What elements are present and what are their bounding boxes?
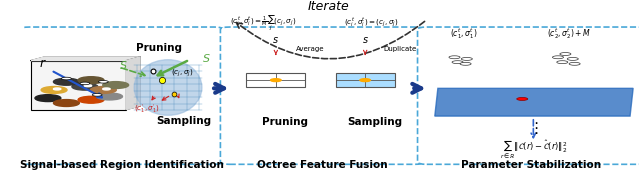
- Circle shape: [84, 85, 92, 87]
- Circle shape: [461, 57, 472, 60]
- Circle shape: [569, 62, 580, 65]
- Text: Pruning: Pruning: [136, 43, 182, 53]
- Circle shape: [560, 53, 571, 56]
- Circle shape: [97, 93, 122, 100]
- Circle shape: [80, 82, 90, 85]
- Polygon shape: [127, 57, 140, 110]
- Text: Iterate: Iterate: [307, 0, 349, 13]
- Text: $s$: $s$: [273, 35, 279, 45]
- Circle shape: [92, 94, 102, 96]
- Circle shape: [460, 62, 471, 65]
- Circle shape: [35, 95, 61, 102]
- Text: $s$: $s$: [362, 35, 369, 45]
- Text: $(c_i^t, \sigma_i^t) = \frac{1}{M}\sum_j (c_j, \sigma_j)$: $(c_i^t, \sigma_i^t) = \frac{1}{M}\sum_j…: [230, 15, 297, 34]
- Circle shape: [54, 100, 79, 106]
- Circle shape: [90, 86, 116, 93]
- Text: Sampling: Sampling: [347, 117, 402, 127]
- Text: $(c_j, \sigma_j)$: $(c_j, \sigma_j)$: [171, 68, 194, 80]
- Text: Sampling: Sampling: [156, 116, 211, 126]
- Text: Parameter Stabilization: Parameter Stabilization: [461, 160, 602, 170]
- Text: $(c_i^t, \sigma_i^t) = (c_j, \sigma_j)$: $(c_i^t, \sigma_i^t) = (c_j, \sigma_j)$: [344, 15, 399, 29]
- FancyBboxPatch shape: [220, 27, 424, 164]
- Text: Signal-based Region Identification: Signal-based Region Identification: [20, 160, 224, 170]
- Text: Pruning: Pruning: [262, 117, 308, 127]
- Text: $S$: $S$: [202, 52, 211, 64]
- Bar: [31, 61, 127, 110]
- Text: $(c_2^t, \sigma_2^t) + M$: $(c_2^t, \sigma_2^t) + M$: [547, 26, 591, 41]
- Circle shape: [54, 78, 79, 85]
- Bar: [335, 73, 395, 87]
- Circle shape: [271, 79, 281, 82]
- Circle shape: [516, 97, 528, 100]
- Circle shape: [449, 56, 460, 59]
- Text: $(c_1^t, \sigma_1^t)$: $(c_1^t, \sigma_1^t)$: [450, 26, 477, 41]
- Circle shape: [72, 83, 98, 90]
- Circle shape: [557, 61, 568, 64]
- Text: $\sum_{r \in \mathbb{R}} \|\mathcal{C}(r) - \hat{\mathcal{C}}(r)\|_2^2$: $\sum_{r \in \mathbb{R}} \|\mathcal{C}(r…: [500, 139, 567, 161]
- Circle shape: [103, 82, 129, 89]
- Text: $r$: $r$: [38, 57, 47, 70]
- FancyBboxPatch shape: [417, 27, 640, 164]
- Circle shape: [41, 86, 67, 93]
- Circle shape: [78, 96, 104, 103]
- Circle shape: [103, 88, 110, 90]
- FancyBboxPatch shape: [20, 27, 223, 164]
- Text: $(c_1^{'}, \sigma_1^{'})$: $(c_1^{'}, \sigma_1^{'})$: [134, 102, 161, 115]
- Bar: [246, 73, 305, 87]
- Text: Octree Feature Fusion: Octree Feature Fusion: [257, 160, 387, 170]
- Circle shape: [360, 79, 371, 82]
- Circle shape: [78, 77, 104, 84]
- Circle shape: [552, 56, 564, 59]
- Polygon shape: [435, 88, 633, 116]
- Polygon shape: [31, 57, 140, 61]
- Circle shape: [54, 88, 61, 90]
- Text: Duplicate: Duplicate: [383, 46, 417, 52]
- Circle shape: [99, 81, 108, 83]
- Text: $\vdots$: $\vdots$: [528, 120, 538, 136]
- Circle shape: [452, 61, 463, 64]
- Text: Average: Average: [296, 46, 324, 52]
- Text: $S$: $S$: [119, 59, 127, 71]
- Circle shape: [567, 57, 579, 60]
- Circle shape: [61, 77, 71, 80]
- Ellipse shape: [134, 60, 202, 115]
